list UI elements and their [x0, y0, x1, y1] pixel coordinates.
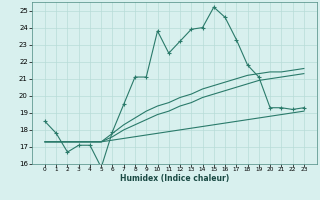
X-axis label: Humidex (Indice chaleur): Humidex (Indice chaleur)	[120, 174, 229, 183]
